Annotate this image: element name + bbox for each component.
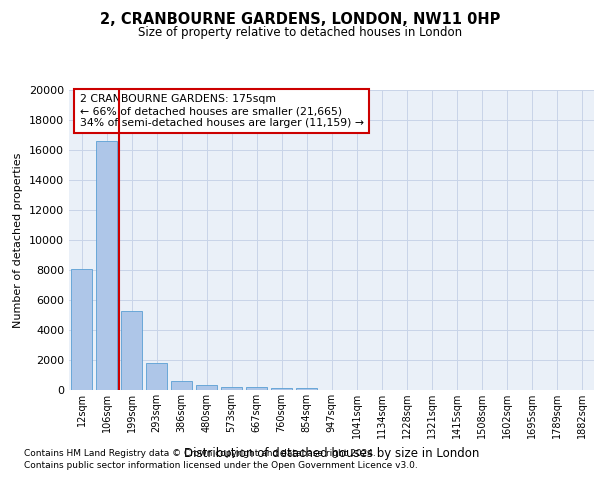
Bar xyxy=(296,388,317,390)
Bar xyxy=(246,387,267,390)
Text: Size of property relative to detached houses in London: Size of property relative to detached ho… xyxy=(138,26,462,39)
Bar xyxy=(196,385,217,390)
Bar xyxy=(271,388,292,390)
Bar xyxy=(71,268,92,390)
Text: Contains HM Land Registry data © Crown copyright and database right 2024.: Contains HM Land Registry data © Crown c… xyxy=(24,448,376,458)
Bar xyxy=(96,141,117,390)
Text: 2, CRANBOURNE GARDENS, LONDON, NW11 0HP: 2, CRANBOURNE GARDENS, LONDON, NW11 0HP xyxy=(100,12,500,28)
Text: 2 CRANBOURNE GARDENS: 175sqm
← 66% of detached houses are smaller (21,665)
34% o: 2 CRANBOURNE GARDENS: 175sqm ← 66% of de… xyxy=(79,94,364,128)
Bar xyxy=(221,386,242,390)
Bar xyxy=(121,310,142,390)
X-axis label: Distribution of detached houses by size in London: Distribution of detached houses by size … xyxy=(184,446,479,460)
Bar xyxy=(146,363,167,390)
Bar xyxy=(171,381,192,390)
Text: Contains public sector information licensed under the Open Government Licence v3: Contains public sector information licen… xyxy=(24,461,418,470)
Y-axis label: Number of detached properties: Number of detached properties xyxy=(13,152,23,328)
